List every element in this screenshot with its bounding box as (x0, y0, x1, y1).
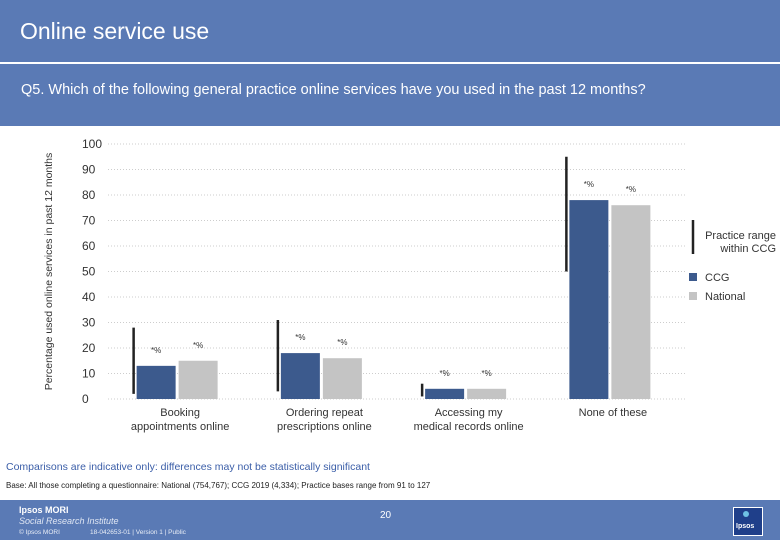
legend-swatch-ccg (689, 273, 697, 281)
data-label: *% (295, 333, 305, 342)
badge-dot-icon (743, 511, 749, 517)
page-number: 20 (380, 510, 392, 521)
y-tick-label: 40 (82, 290, 96, 304)
bar-chart: Percentage used online services in past … (43, 137, 776, 433)
y-axis-title: Percentage used online services in past … (43, 153, 55, 391)
reference-text: 18-042653-01 | Version 1 | Public (90, 529, 186, 536)
data-label: *% (626, 185, 636, 194)
y-tick-label: 10 (82, 367, 96, 381)
data-label: *% (482, 369, 492, 378)
y-tick-label: 100 (82, 137, 102, 151)
logo-subtitle: Social Research Institute (19, 516, 119, 526)
y-tick-label: 20 (82, 341, 96, 355)
logo: Ipsos MORI (19, 505, 69, 515)
data-label: *% (584, 180, 594, 189)
bar-national (322, 358, 362, 399)
data-label: *% (440, 369, 450, 378)
data-label: *% (193, 341, 203, 350)
y-tick-label: 60 (82, 239, 96, 253)
y-tick-label: 0 (82, 392, 89, 406)
legend-range-label: Practice range within CCG (705, 230, 776, 255)
comparison-note: Comparisons are indicative only: differe… (6, 461, 370, 473)
base-note: Base: All those completing a questionnai… (6, 481, 431, 490)
bar-ccg (136, 365, 176, 399)
x-category-label: None of these (579, 407, 648, 419)
bar-ccg (569, 200, 609, 399)
x-category-label: Accessing my medical records online (414, 407, 524, 433)
legend-swatch-national (689, 292, 697, 300)
chart-area: Percentage used online services in past … (0, 126, 780, 456)
y-tick-label: 30 (82, 316, 96, 330)
y-tick-label: 80 (82, 188, 96, 202)
bar-ccg (280, 353, 320, 399)
question-bar (0, 64, 780, 126)
x-category-label: Booking appointments online (131, 407, 229, 433)
y-tick-label: 90 (82, 163, 96, 177)
header-bar: Online service use (0, 0, 780, 62)
x-category-label: Ordering repeat prescriptions online (277, 407, 372, 433)
footer-bar (0, 500, 780, 540)
y-tick-label: 50 (82, 265, 96, 279)
y-tick-label: 70 (82, 214, 96, 228)
page-title: Online service use (20, 18, 210, 44)
bar-national (178, 360, 218, 399)
badge-word: Ipsos (736, 523, 755, 530)
question-text: Q5. Which of the following general pract… (21, 82, 646, 98)
data-label: *% (337, 338, 347, 347)
legend-label-ccg: CCG (705, 272, 729, 284)
data-label: *% (151, 346, 161, 355)
legend-label-national: National (705, 291, 745, 303)
bar-ccg (425, 388, 465, 399)
bar-national (467, 388, 507, 399)
copyright-text: © Ipsos MORI (19, 529, 60, 536)
bar-national (611, 205, 651, 399)
